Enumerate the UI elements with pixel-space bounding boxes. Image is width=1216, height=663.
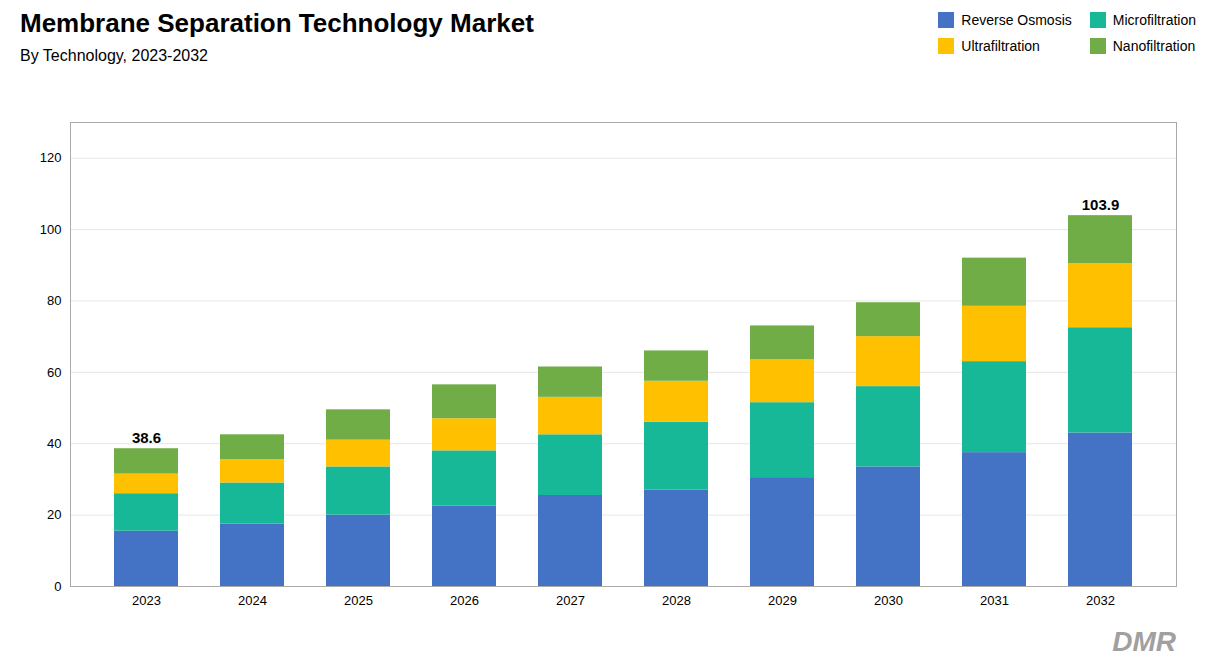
html-text:Nanofiltration: Nanofiltration <box>1112 38 1196 54</box>
svg-text:2032: 2032 <box>1086 593 1115 608</box>
html-text:Microfiltration: Microfiltration <box>1112 12 1196 28</box>
html-text:By Technology, 2023-2032: By Technology, 2023-2032 <box>20 47 208 64</box>
svg-text:20: 20 <box>47 507 61 522</box>
svg-text:100: 100 <box>40 222 62 237</box>
svg-text:2024: 2024 <box>238 593 267 608</box>
html-text:DMR: DMR <box>1112 626 1176 657</box>
svg-text:103.9: 103.9 <box>1082 196 1120 213</box>
svg-text:2031: 2031 <box>980 593 1009 608</box>
svg-text:2023: 2023 <box>132 593 161 608</box>
svg-text:2025: 2025 <box>344 593 373 608</box>
svg-text:80: 80 <box>47 293 61 308</box>
svg-text:2029: 2029 <box>768 593 797 608</box>
svg-text:2027: 2027 <box>556 593 585 608</box>
html-text:Ultrafiltration: Ultrafiltration <box>961 38 1040 54</box>
svg-text:2026: 2026 <box>450 593 479 608</box>
svg-text:2028: 2028 <box>662 593 691 608</box>
svg-text:2030: 2030 <box>874 593 903 608</box>
html-text:Reverse Osmosis: Reverse Osmosis <box>961 12 1072 28</box>
svg-text:40: 40 <box>47 436 61 451</box>
svg-text:38.6: 38.6 <box>132 429 161 446</box>
svg-text:60: 60 <box>47 365 61 380</box>
html-text:Membrane Separation Technology: Membrane Separation Technology Market <box>20 8 534 38</box>
svg-text:0: 0 <box>54 579 61 594</box>
svg-text:120: 120 <box>40 150 62 165</box>
